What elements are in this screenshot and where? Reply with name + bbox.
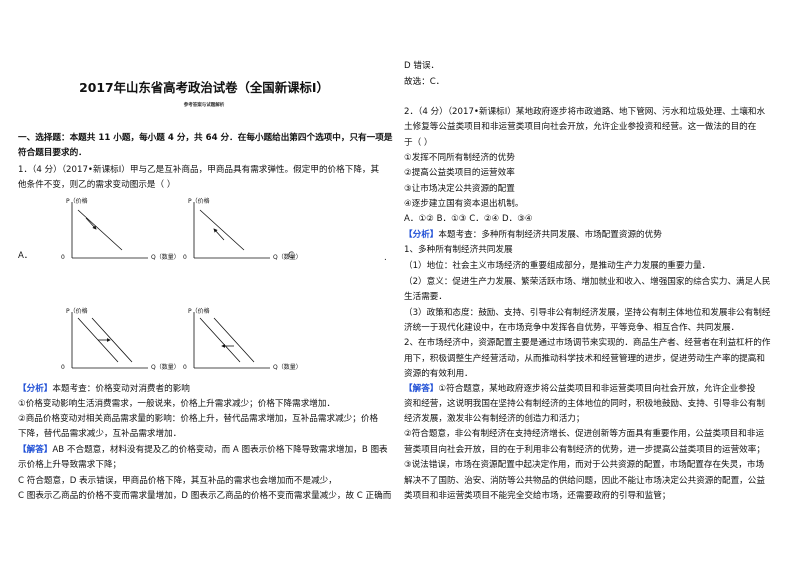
analysis-line: 2、在市场经济中，资源配置主要是通过市场调节来实现的．商品生产者、经营者在利益杠… [404, 338, 771, 348]
paper-subtitle: 参考答案与试题解析 [183, 103, 225, 108]
graph-b-y-label: P（价格 [188, 198, 210, 205]
graph-a-origin: 0 [61, 254, 65, 261]
option-c-label: C [288, 251, 295, 261]
answer-line: 示价格上升导致需求下降； [18, 460, 122, 470]
analysis-line: （3）政策和态度：鼓励、支持、引导非公有制经济发展，坚持公有制主体地位和发展非公… [404, 308, 771, 318]
graph-option-a: P（价格 0 Q（数量） [56, 196, 196, 268]
answer-line: 资和经营，这说明我国在坚持公有制经济的主体地位的同时，积极地鼓励、支持、引导非公… [404, 399, 765, 409]
analysis-text: 本题考查：多种所有制经济共同发展、市场配置资源的优势 [438, 230, 662, 240]
statement-3: ③让市场决定公共资源的配置 [404, 184, 515, 194]
analysis-line: 生活需要． [404, 292, 447, 302]
analysis-line: 下降，替代品需求减少，互补品需求增加． [18, 429, 182, 439]
graph-d-y-label: P（价格 [188, 308, 210, 315]
graph-b-origin: 0 [183, 254, 187, 261]
answer-line: 类项目和非运营类项目不能完全交给市场，还需要政府的引导和监管； [404, 491, 671, 501]
graph-c-origin: 0 [61, 364, 65, 371]
graph-option-c: P（价格 0 Q（数量） [56, 306, 196, 378]
answer-continuation: D 错误． [404, 61, 440, 71]
answer-line: 营类项目向社会开放，目的在于利用非公有制经济的优势，进一步提高公益类项目的运营效… [404, 445, 765, 455]
answer-tag: 【解答】 [18, 445, 53, 455]
analysis-text: 本题考查：价格变动对消费者的影响 [52, 384, 190, 394]
option-a-label: A． [18, 251, 33, 261]
paper-title: 2017年山东省高考政治试卷（全国新课标I） [79, 80, 329, 95]
graph-option-b: P（价格 0 Q（数量） [178, 196, 318, 268]
analysis-line: ①价格变动影响生活消费需求，一般说来，价格上升需求减少；价格下降需求增加． [18, 399, 336, 409]
graph-a-y-label: P（价格 [66, 198, 88, 205]
analysis-line: 1、多种所有制经济共同发展 [404, 245, 513, 255]
statement-2: ②提高公益类项目的运营效率 [404, 168, 515, 178]
statement-4: ④逐步建立国有资本退出机制。 [404, 199, 524, 209]
answer-text: AB 不合题意，材料没有提及乙的价格变动，而 A 图表示价格下降导致需求增加，B… [52, 445, 388, 455]
analysis-line: （2）意义：促进生产力发展、繁荣活跃市场、增加就业和收入、增强国家的综合实力、满… [404, 277, 771, 287]
graph-b-x-label: Q（数量） [273, 254, 302, 261]
question-2-text-cont: 于（ ） [404, 138, 433, 148]
answer-paragraph: 【解答】①符合题意，某地政府逐步将公益类项目和非运营类项目向社会开放，允许企业参… [404, 383, 755, 395]
analysis-line: 济统一于现代化建设中，在市场竞争中发挥各自优势，平等竞争、相互合作、共同发展． [404, 323, 740, 333]
answer-line: ③说法错误，市场在资源配置中起决定作用，而对于公共资源的配置，市场配置存在失灵，… [404, 460, 765, 470]
question-2-text-cont: 土修复等公益类项目和非运营类项目向社会开放，允许企业参投资和经营。这一做法的目的… [404, 122, 757, 132]
analysis-tag: 【分析】 [404, 230, 439, 240]
graph-d-origin: 0 [183, 364, 187, 371]
question-2-text: 2．（4 分）（2017•新课标Ⅰ）某地政府逐步将市政道路、地下管网、污水和垃圾… [404, 107, 766, 117]
answer-paragraph: 【解答】AB 不合题意，材料没有提及乙的价格变动，而 A 图表示价格下降导致需求… [18, 444, 388, 456]
analysis-line: （1）地位：社会主义市场经济的重要组成部分，是推动生产力发展的重要力量． [404, 261, 711, 271]
analysis-tag: 【分析】 [18, 384, 53, 394]
analysis-line: ②商品价格变动对相关商品需求量的影响：价格上升，替代品需求增加，互补品需求减少；… [18, 414, 379, 424]
question-1-text: 1．（4 分）（2017•新课标Ⅰ）甲与乙是互补商品，甲商品具有需求弹性。假定甲… [18, 165, 380, 175]
question-1-text-cont: 他条件不变，则乙的需求变动图示是（ ） [18, 180, 176, 190]
analysis-paragraph: 【分析】本题考查：价格变动对消费者的影响 [18, 383, 190, 395]
graph-c-x-label: Q（数量） [151, 364, 180, 371]
answer-line: C 符合题意，D 表示错误，甲商品价格下降，其互补品的需求也会增加而不是减少， [18, 476, 337, 486]
analysis-paragraph: 【分析】本题考查：多种所有制经济共同发展、市场配置资源的优势 [404, 229, 662, 241]
analysis-line: 用下，积极调整生产经营活动，从而推动科学技术和经营管理的进步，促进劳动生产率的提… [404, 354, 765, 364]
graph-option-d: P（价格 0 Q（数量） [178, 306, 318, 378]
graph-d-x-label: Q（数量） [273, 364, 302, 371]
graph-a-x-label: Q（数量） [151, 254, 180, 261]
statement-1: ①发挥不同所有制经济的优势 [404, 153, 515, 163]
answer-tag: 【解答】 [404, 384, 439, 394]
answer-line: 解决不了国防、治安、消防等公共物品的供给问题，因此不能让市场决定公共资源的配置，… [404, 476, 765, 486]
answer-text: ①符合题意，某地政府逐步将公益类项目和非运营类项目向社会开放，允许企业参投 [438, 384, 756, 394]
answer-choice: 故选：C． [404, 77, 445, 87]
answer-line: C 图表示乙商品的价格不变而需求量增加，D 图表示乙商品的价格不变而需求量减少，… [18, 491, 392, 501]
answer-line: 经济发展，激发非公有制经济的创造力和活力； [404, 414, 585, 424]
trailing-dot: . [384, 253, 387, 263]
section-heading: 一、选择题：本题共 11 小题，每小题 4 分，共 64 分．在每小题给出第四个… [18, 133, 393, 143]
analysis-line: 资源的有效利用． [404, 369, 473, 379]
answer-options: A．①② B．①③ C．②④ D．③④ [404, 214, 533, 224]
graph-c-y-label: P（价格 [66, 308, 88, 315]
section-heading-cont: 符合题目要求的． [18, 148, 87, 158]
answer-line: ②符合题意，非公有制经济在支持经济增长、促进创新等方面具有重要作用，公益类项目和… [404, 429, 765, 439]
